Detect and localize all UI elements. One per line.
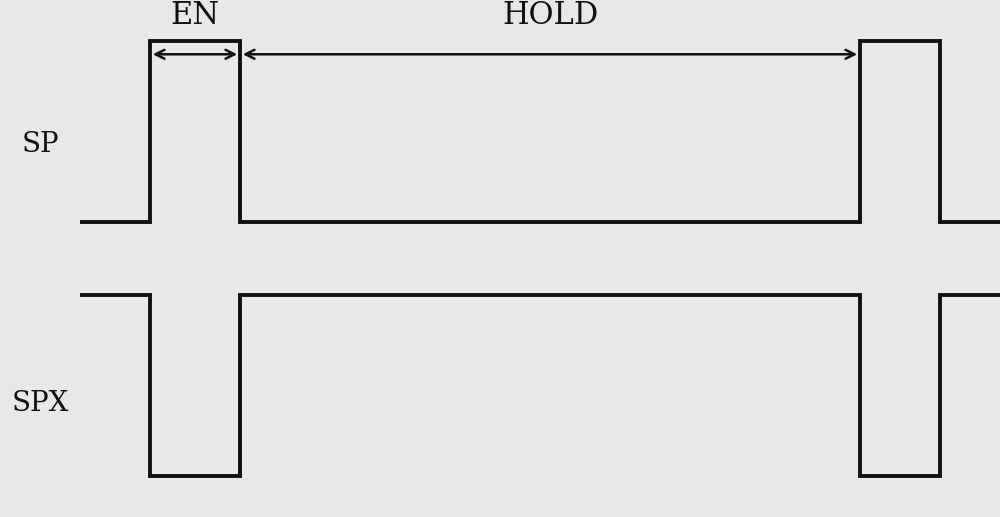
- Text: SPX: SPX: [11, 390, 69, 417]
- Text: EN: EN: [170, 0, 220, 31]
- Text: HOLD: HOLD: [502, 0, 598, 31]
- Text: SP: SP: [21, 131, 59, 158]
